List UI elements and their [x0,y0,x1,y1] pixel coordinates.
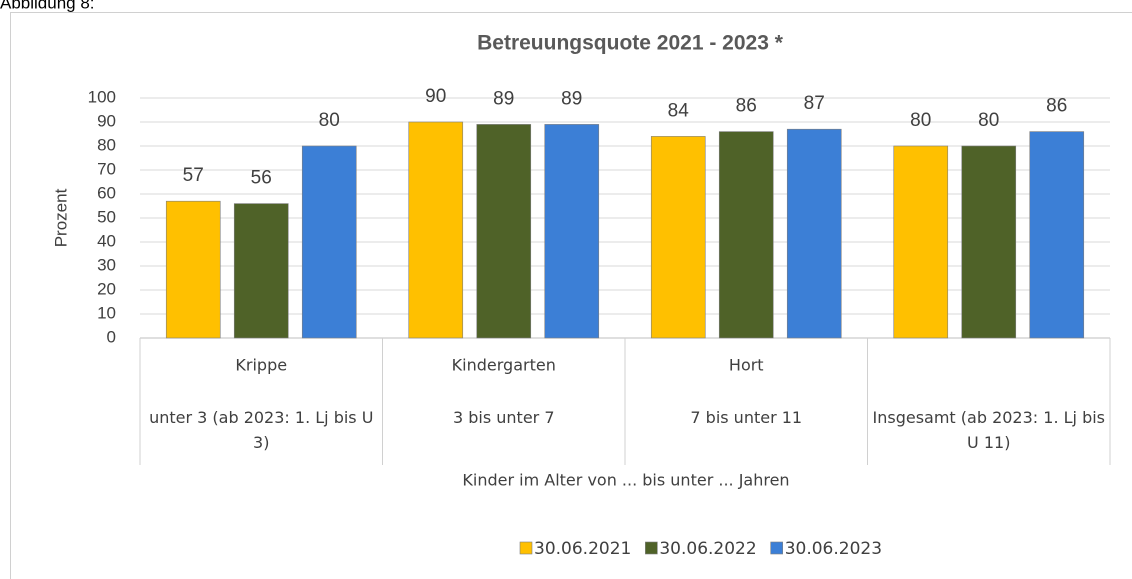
x-tick-label: Hort [729,356,764,375]
y-tick-label: 100 [88,87,116,106]
y-tick-label: 90 [97,111,116,130]
data-label: 90 [425,86,446,107]
y-tick-label: 50 [97,207,116,226]
data-label: 80 [978,110,999,131]
legend-label: 30.06.2022 [659,539,756,559]
category-description: unter 3 (ab 2023: 1. Lj bis U 3) [149,408,374,452]
y-tick-label: 10 [97,303,116,322]
bar [544,124,600,339]
x-tick-label: Kindergarten [452,356,556,375]
bar [233,203,289,339]
legend-label: 30.06.2023 [785,539,882,559]
x-axis-title: Kinder im Alter von ... bis unter ... Ja… [462,471,789,490]
data-label: 87 [804,93,825,114]
data-label: 86 [1046,96,1067,117]
category-description: 3 bis unter 7 [452,408,555,427]
bar [893,145,949,339]
y-tick-label: 60 [97,183,116,202]
figure-label: Abbildung 8: [0,0,95,12]
legend-swatch [519,541,533,555]
y-tick-label: 70 [97,159,116,178]
bar [165,200,221,339]
data-label: 56 [251,168,272,189]
bar [1029,131,1085,339]
data-label: 86 [736,96,757,117]
bar [718,131,774,339]
y-tick-label: 40 [97,231,116,250]
bar [786,128,842,339]
bar [476,124,532,339]
data-label: 84 [668,100,690,121]
legend-swatch [770,541,783,555]
category-description: Insgesamt (ab 2023: 1. Lj bis U 11) [872,408,1106,452]
bar [650,136,706,339]
legend-swatch [645,541,658,555]
chart-title: Betreuungsquote 2021 - 2023 * [477,32,784,55]
y-tick-label: 30 [97,255,116,274]
data-label: 89 [493,88,514,109]
bar [961,145,1017,339]
bar [301,145,357,339]
x-tick-label: Krippe [235,356,287,375]
y-tick-label: 0 [107,327,116,346]
data-label: 80 [910,110,931,131]
data-label: 80 [319,110,340,131]
legend-label: 30.06.2021 [534,539,631,559]
data-label: 89 [561,88,582,109]
y-tick-label: 80 [97,135,116,154]
category-description: 7 bis unter 11 [690,408,803,427]
bar [408,121,464,339]
data-label: 57 [183,165,204,186]
y-tick-label: 20 [97,279,116,298]
y-axis-title: Prozent [51,188,70,247]
